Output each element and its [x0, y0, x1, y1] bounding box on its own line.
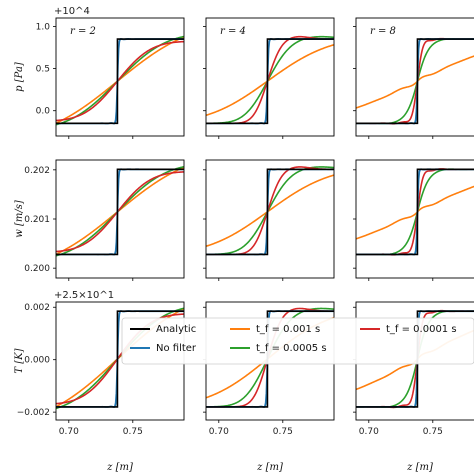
panel-lines-r0-c1	[206, 35, 334, 125]
offset-text-r2: +2.5×10^1	[54, 290, 114, 301]
series-2-r0-c1	[206, 44, 334, 117]
legend: Analytic No filter t_f = 0.001 s t_f = 0.00…	[121, 317, 474, 365]
ytick-label-r2-2: 0.002	[24, 303, 50, 313]
ylabel-r1: w [m/s]	[14, 200, 25, 238]
series-4-r0-c0	[56, 40, 184, 122]
series-4-r0-c2	[356, 37, 474, 125]
ytick-label-r2-0: −0.002	[17, 408, 50, 418]
series-3-r1-c1	[206, 166, 334, 256]
series-2-r0-c2	[356, 55, 474, 109]
panel-lines-r1-c2	[356, 168, 474, 256]
xtick-label-c1-0: 0.70	[209, 427, 229, 437]
panel-lines-r1-c1	[206, 166, 334, 256]
ytick-label-r1-1: 0.201	[24, 215, 50, 225]
panel-title-c1: r = 4	[220, 26, 246, 37]
ytick-label-r2-1: 0.000	[24, 356, 50, 366]
panel-r0-c2: r = 8	[353, 17, 474, 139]
series-analytic-r1-c0	[56, 168, 184, 256]
panel-frame-r0-c0	[55, 17, 185, 137]
series-analytic-r0-c1	[206, 38, 334, 125]
series-1-r0-c0	[56, 38, 184, 125]
series-analytic-r0-c2	[356, 38, 474, 125]
series-3-r1-c2	[356, 168, 474, 256]
xtick-label-c0-1: 0.75	[123, 427, 143, 437]
legend-label-0: Analytic	[156, 324, 196, 335]
legend-label-1: No filter	[156, 343, 197, 354]
series-1-r1-c2	[356, 168, 474, 256]
panel-r1-c0: 0.200 0.201 0.202	[24, 159, 185, 281]
legend-label-3: t_f = 0.0005 s	[256, 343, 327, 354]
series-3-r0-c1	[206, 35, 334, 125]
panel-r0-c1: r = 4	[203, 17, 335, 139]
panel-lines-r0-c0	[56, 35, 184, 126]
ylabel-r0: p [Pa]	[14, 62, 25, 92]
xtick-label-c2-1: 0.75	[423, 427, 443, 437]
series-3-r1-c0	[56, 165, 184, 257]
series-3-r0-c2	[356, 38, 474, 125]
panel-title-c2: r = 8	[370, 26, 396, 37]
panel-frame-r0-c2	[355, 17, 474, 137]
series-3-r0-c0	[56, 35, 184, 126]
panel-title-c0: r = 2	[70, 26, 96, 37]
series-1-r1-c0	[56, 168, 184, 256]
xtick-label-c2-0: 0.70	[359, 427, 379, 437]
panel-r0-c0: 0.0 0.5 1.0 r = 2	[36, 17, 185, 139]
panel-frame-r1-c1	[205, 159, 335, 279]
panel-lines-r1-c0	[56, 165, 184, 257]
xtick-label-c1-1: 0.75	[273, 427, 293, 437]
series-analytic-r1-c2	[356, 168, 474, 256]
legend-box	[121, 317, 474, 365]
xlabel-c2: z [m]	[406, 462, 433, 473]
series-4-r1-c0	[56, 171, 184, 253]
series-2-r1-c2	[356, 185, 474, 240]
series-2-r1-c0	[56, 166, 184, 255]
series-2-r0-c0	[56, 36, 184, 124]
panel-r1-c2	[353, 159, 474, 281]
legend-label-4: t_f = 0.0001 s	[386, 324, 457, 335]
ytick-label-r0-0: 0.0	[36, 107, 51, 117]
series-4-r2-c0	[56, 313, 184, 405]
ytick-label-r1-0: 0.200	[24, 264, 50, 274]
series-analytic-r0-c0	[56, 38, 184, 125]
ylabel-r2: T [K]	[14, 348, 25, 373]
xtick-label-c0-0: 0.70	[59, 427, 79, 437]
panel-frame-r0-c1	[205, 17, 335, 137]
ytick-label-r0-1: 0.5	[36, 65, 50, 75]
series-1-r0-c2	[356, 38, 474, 125]
legend-label-2: t_f = 0.001 s	[256, 324, 320, 335]
ytick-label-r1-2: 0.202	[24, 166, 50, 176]
series-analytic-r2-c0	[56, 310, 184, 408]
offset-text-r0: +10^4	[54, 6, 90, 17]
series-analytic-r1-c1	[206, 168, 334, 256]
ytick-label-r0-2: 1.0	[36, 22, 51, 32]
series-4-r1-c2	[356, 168, 474, 256]
panel-lines-r0-c2	[356, 37, 474, 125]
series-2-r1-c1	[206, 174, 334, 248]
xlabel-c1: z [m]	[256, 462, 283, 473]
xlabel-c0: z [m]	[106, 462, 133, 473]
panel-r1-c1	[203, 159, 335, 281]
